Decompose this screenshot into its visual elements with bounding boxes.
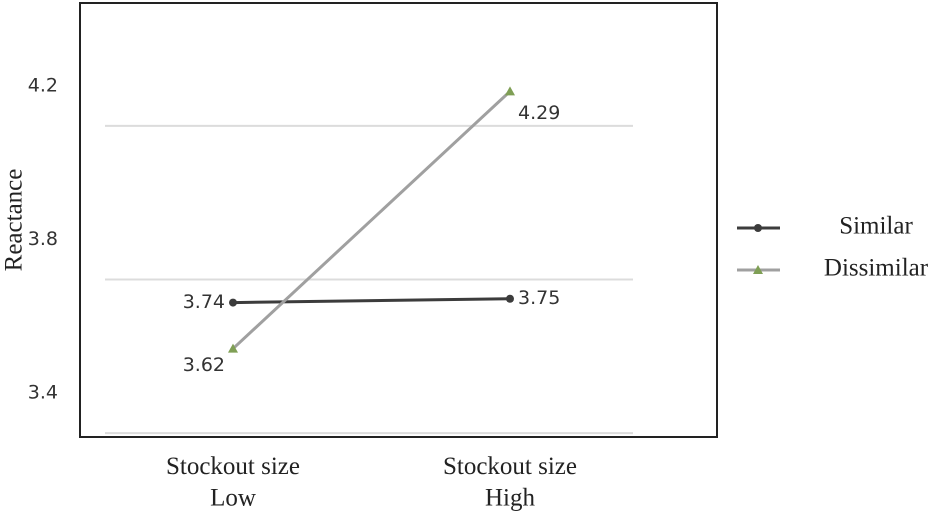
series-line xyxy=(232,297,511,305)
series-line xyxy=(231,90,512,350)
data-label: 3.75 xyxy=(518,287,560,309)
data-label: 4.29 xyxy=(518,102,560,124)
y-tick-label: 3.4 xyxy=(28,382,58,404)
data-label: 3.62 xyxy=(183,354,225,376)
y-tick-label: 3.8 xyxy=(28,228,58,250)
y-axis-title: Reactance xyxy=(1,169,28,272)
marker xyxy=(754,224,762,232)
legend-label: Similar xyxy=(839,213,913,240)
x-tick-label: Stockout size Low xyxy=(166,453,300,511)
legend-label: Dissimilar xyxy=(824,255,929,282)
y-tick-label: 4.2 xyxy=(28,74,58,96)
marker xyxy=(506,294,514,303)
marker xyxy=(229,298,237,307)
marker xyxy=(505,86,515,96)
data-label: 3.74 xyxy=(183,291,225,313)
plot-frame xyxy=(79,2,718,438)
marker xyxy=(753,265,763,274)
marker xyxy=(228,343,238,353)
x-tick-label: Stockout size High xyxy=(443,453,577,511)
